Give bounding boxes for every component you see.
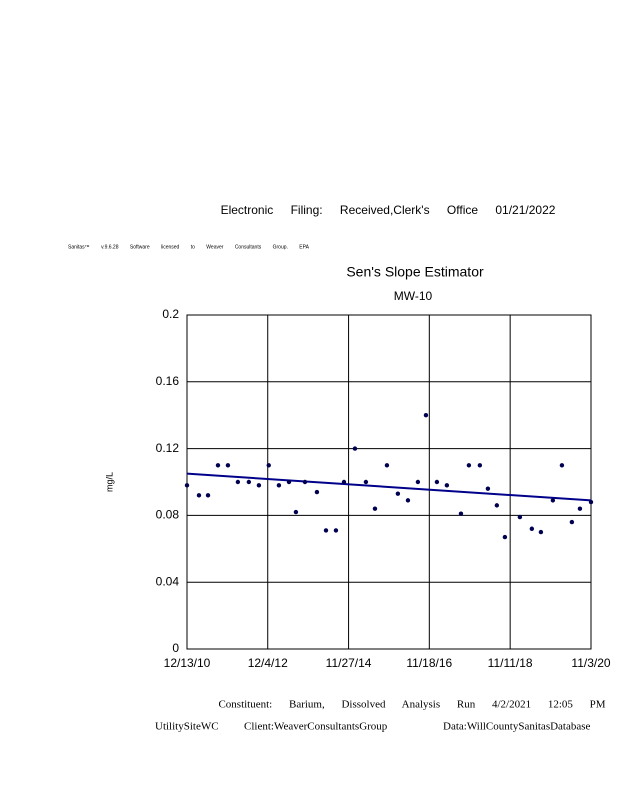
data-point	[502, 534, 508, 540]
data-point	[517, 514, 523, 520]
license-line: Sanitas™ v.9.6.28 Software licensed to W…	[68, 244, 310, 250]
data-point	[434, 479, 440, 485]
data-point	[372, 506, 378, 511]
data-point	[215, 463, 221, 468]
data-point	[485, 486, 491, 491]
constituent-line: Constituent: Barium, Dissolved Analysis …	[218, 699, 605, 711]
data-point	[538, 529, 544, 535]
data-point	[256, 483, 262, 488]
data-point	[302, 479, 308, 485]
x-tick-label: 11/11/18	[488, 656, 533, 670]
data-point	[286, 479, 292, 485]
data-point	[423, 413, 429, 418]
chart-subtitle: MW-10	[394, 289, 433, 303]
client-label: Client:WeaverConsultantsGroup	[244, 721, 388, 733]
data-point	[395, 491, 401, 496]
data-point	[196, 493, 202, 498]
chart-title: Sen's Slope Estimator	[346, 264, 484, 280]
data-point	[205, 493, 211, 498]
data-point	[458, 511, 464, 516]
data-point	[246, 479, 252, 485]
data-point	[550, 498, 556, 503]
y-tick-label: 0.08	[156, 508, 180, 522]
data-point	[466, 463, 472, 468]
data-point	[444, 483, 450, 488]
data-point	[314, 489, 320, 495]
data-point	[529, 526, 535, 531]
data-point	[588, 499, 594, 505]
data-point	[235, 479, 241, 485]
data-point	[577, 506, 583, 511]
data-point	[184, 483, 190, 488]
data-point	[352, 446, 358, 451]
y-tick-label: 0.12	[156, 441, 180, 455]
y-tick-label: 0.16	[156, 374, 180, 388]
data-point	[266, 463, 271, 468]
data-point	[341, 479, 347, 485]
data-point	[559, 463, 565, 468]
x-tick-label: 11/27/14	[326, 656, 372, 670]
filing-header: Electronic Filing: Received,Clerk's Offi…	[221, 203, 556, 217]
data-point	[293, 509, 299, 515]
data-point	[415, 479, 421, 485]
data-point	[477, 463, 483, 468]
data-point	[363, 479, 369, 485]
y-tick-label: 0.2	[162, 307, 179, 321]
x-tick-label: 11/18/16	[406, 656, 452, 670]
data-point	[494, 503, 500, 508]
data-point	[333, 528, 339, 533]
data-point	[569, 519, 575, 525]
data-point	[323, 528, 329, 533]
x-tick-label: 11/3/20	[571, 656, 610, 670]
data-point	[225, 463, 231, 468]
y-tick-label: 0.04	[156, 574, 180, 588]
data-point	[384, 463, 390, 468]
data-point	[405, 498, 411, 503]
trend-line	[186, 472, 592, 502]
site-label: UtilitySiteWC	[155, 721, 219, 733]
x-tick-label: 12/13/10	[164, 656, 211, 670]
database-label: Data:WillCountySanitasDatabase	[443, 721, 591, 733]
y-tick-label: 0	[172, 641, 179, 655]
y-axis-label: mg/L	[104, 472, 114, 492]
plot: 0 0.04 0.08 0.12 0.16 0.2 12/13/10 12/4/12 11/27…	[156, 307, 611, 670]
data-point	[276, 483, 282, 488]
x-tick-label: 12/4/12	[248, 656, 288, 670]
